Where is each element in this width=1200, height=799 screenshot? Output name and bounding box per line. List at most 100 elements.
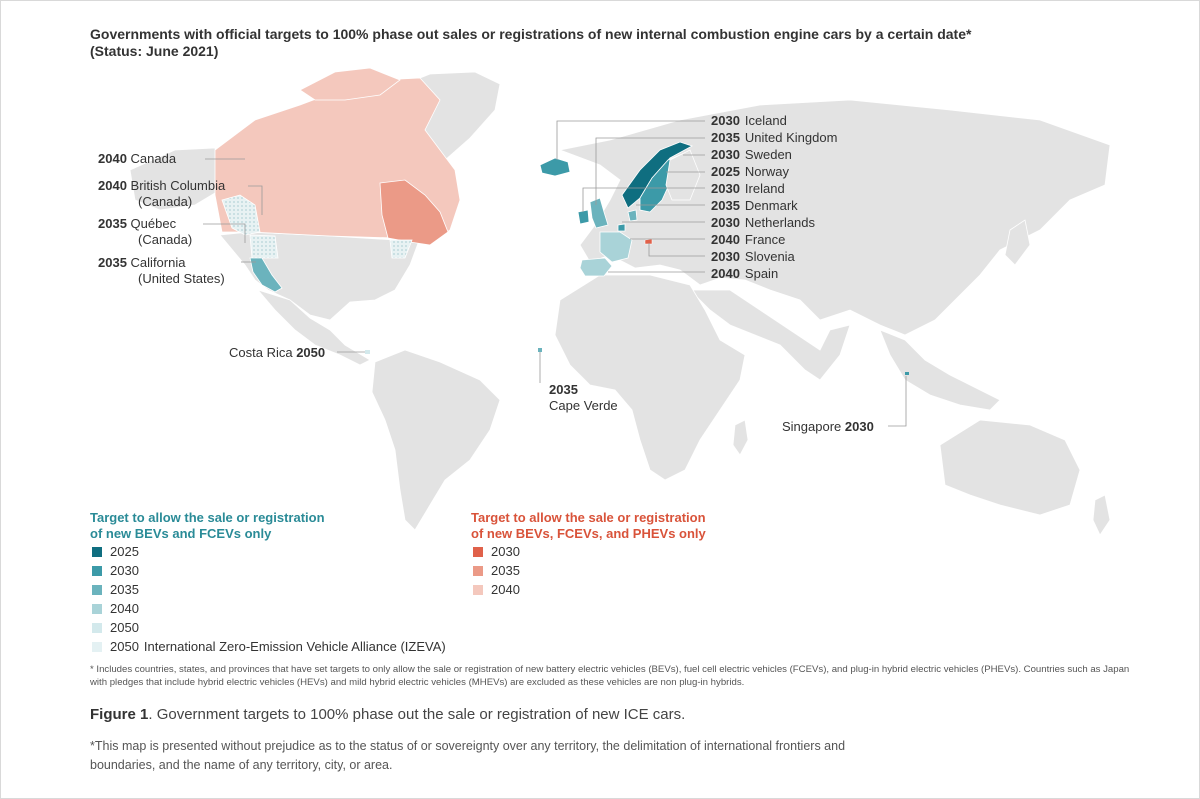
legend-bev-item: 2050: [92, 620, 139, 636]
legend-phev-label: 2040: [491, 582, 520, 597]
label-netherlands-year: 2030: [711, 215, 740, 230]
legend-phev-title-line1: Target to allow the sale or registration: [471, 510, 706, 525]
region-british-columbia: [221, 194, 261, 236]
legend-swatch: [473, 547, 483, 557]
label-quebec: 2035 Québec (Canada): [98, 216, 192, 248]
region-canada-arctic: [299, 67, 401, 101]
legend-bev-title-line2: of new BEVs and FCEVs only: [90, 526, 272, 541]
label-california-name: California: [130, 255, 186, 270]
label-quebec-name: Québec: [130, 216, 177, 231]
label-slovenia-year: 2030: [711, 249, 740, 264]
southeast-asia: [879, 329, 1001, 411]
label-denmark: 2035 Denmark: [711, 198, 798, 215]
map-title-line1: Governments with official targets to 100…: [90, 26, 972, 42]
leader-quebec: [203, 223, 246, 243]
legend-bev-item: 2040: [92, 601, 139, 617]
label-california-sub: (United States): [138, 271, 225, 286]
region-united-kingdom: [589, 197, 609, 229]
label-singapore-year: 2030: [844, 419, 874, 434]
mexico-central-america: [256, 289, 371, 366]
leader-bc: [248, 185, 263, 215]
region-norway: [621, 141, 693, 209]
legend-phev-title-line2: of new BEVs, FCEVs, and PHEVs only: [471, 526, 706, 541]
label-cape-verde: 2035 Cape Verde: [549, 382, 618, 414]
label-united-kingdom: 2035 United Kingdom: [711, 130, 837, 147]
label-ireland-year: 2030: [711, 181, 740, 196]
australia: [939, 419, 1081, 516]
legend-swatch: [92, 566, 102, 576]
label-costa-rica-year: 2050: [296, 345, 326, 360]
legend-phev-label: 2030: [491, 544, 520, 559]
region-quebec: [379, 179, 449, 246]
label-slovenia-name: Slovenia: [744, 249, 795, 264]
label-ireland-name: Ireland: [744, 181, 785, 196]
legend-bev-label: 2030: [110, 563, 139, 578]
region-slovenia: [644, 238, 653, 245]
label-cape-verde-name: Cape Verde: [549, 398, 618, 413]
alaska: [129, 147, 221, 211]
legend-bev-item: 2050 International Zero-Emission Vehicle …: [92, 639, 446, 655]
label-netherlands: 2030 Netherlands: [711, 215, 815, 232]
new-zealand: [1092, 494, 1111, 536]
label-spain-year: 2040: [711, 266, 740, 281]
usa: [219, 231, 421, 321]
label-ireland: 2030 Ireland: [711, 181, 785, 198]
label-uk-name: United Kingdom: [744, 130, 838, 145]
label-canada: 2040 Canada: [98, 151, 176, 167]
label-norway-name: Norway: [744, 164, 789, 179]
legend-swatch: [92, 623, 102, 633]
legend-bev-label: 2040: [110, 601, 139, 616]
legend-bev-title: Target to allow the sale or registration…: [90, 510, 325, 542]
legend-phev-item: 2040: [473, 582, 520, 598]
region-denmark: [627, 209, 638, 222]
label-california-year: 2035: [98, 255, 127, 270]
map-title-line2: (Status: June 2021): [90, 43, 219, 59]
legend-bev-label: 2050: [110, 639, 139, 654]
region-netherlands: [617, 223, 626, 232]
region-singapore: [905, 372, 909, 375]
map-title: Governments with official targets to 100…: [90, 26, 971, 60]
legend-bev-label: 2050: [110, 620, 139, 635]
label-canada-name: Canada: [130, 151, 177, 166]
region-ireland: [577, 209, 590, 225]
label-spain: 2040 Spain: [711, 266, 778, 283]
leader-slovenia: [648, 243, 705, 257]
label-spain-name: Spain: [744, 266, 779, 281]
label-france-year: 2040: [711, 232, 740, 247]
label-singapore-name: Singapore: [782, 419, 842, 434]
legend-swatch: [473, 585, 483, 595]
legend-bev-label-extra: International Zero-Emission Vehicle Alli…: [143, 639, 446, 654]
legend-swatch: [92, 585, 102, 595]
legend-phev-label: 2035: [491, 563, 520, 578]
label-norway: 2025 Norway: [711, 164, 789, 181]
legend-bev-item: 2025: [92, 544, 139, 560]
legend-swatch: [92, 547, 102, 557]
leader-uk: [595, 137, 705, 205]
label-bc-name: British Columbia: [130, 178, 226, 193]
label-quebec-year: 2035: [98, 216, 127, 231]
region-california: [249, 257, 283, 293]
arabia-india: [689, 289, 851, 381]
label-iceland: 2030 Iceland: [711, 113, 787, 130]
leader-iceland: [556, 120, 705, 160]
japan: [1004, 219, 1031, 266]
region-france: [599, 231, 633, 263]
label-slovenia: 2030 Slovenia: [711, 249, 795, 266]
label-iceland-year: 2030: [711, 113, 740, 128]
disclaimer: *This map is presented without prejudice…: [90, 739, 846, 772]
leader-lines: [203, 120, 907, 427]
figure-caption: Figure 1. Government targets to 100% pha…: [90, 706, 685, 723]
legend-swatch: [473, 566, 483, 576]
label-uk-year: 2035: [711, 130, 740, 145]
legend-phev-item: 2030: [473, 544, 520, 560]
label-denmark-year: 2035: [711, 198, 740, 213]
region-us-northwest: [249, 234, 279, 259]
region-spain: [579, 257, 613, 277]
region-us-northeast: [389, 239, 413, 259]
south-america: [371, 349, 501, 531]
label-iceland-name: Iceland: [744, 113, 787, 128]
label-netherlands-name: Netherlands: [744, 215, 816, 230]
label-france-name: France: [744, 232, 786, 247]
legend-bev-item: 2030: [92, 563, 139, 579]
